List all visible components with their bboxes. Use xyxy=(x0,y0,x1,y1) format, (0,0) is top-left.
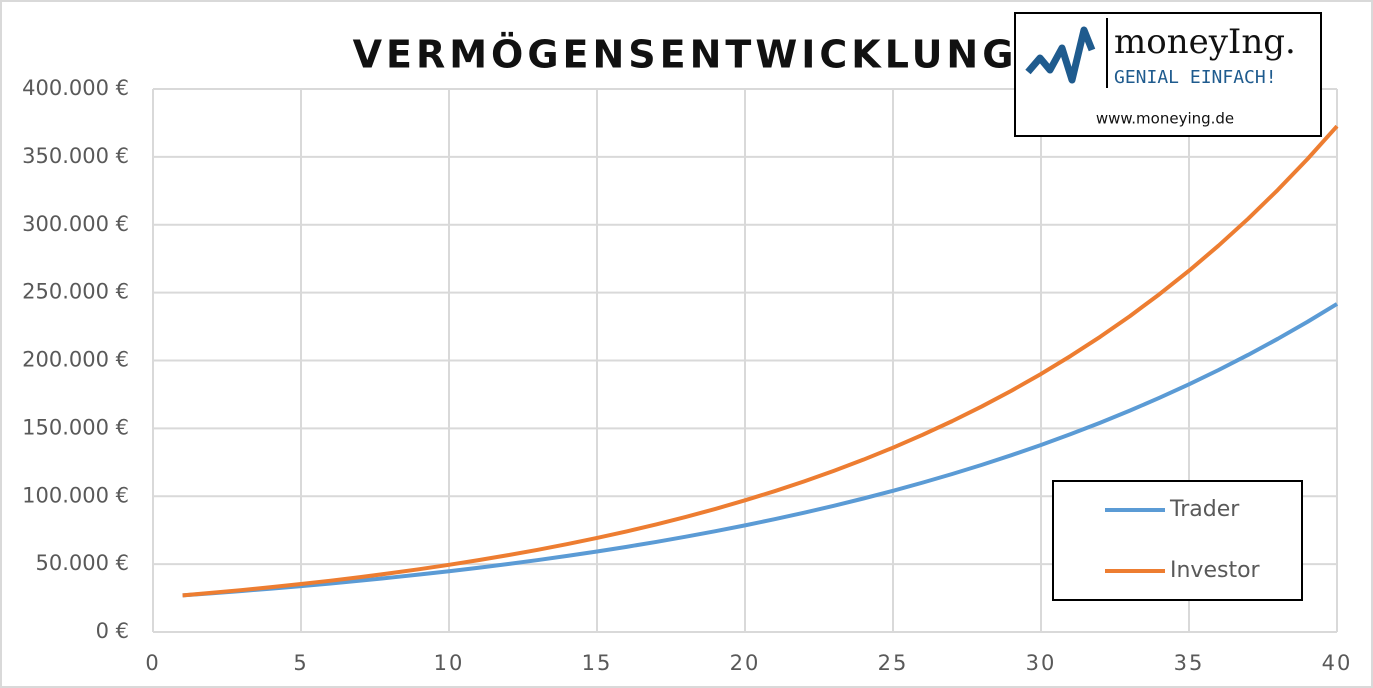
x-tick-label: 20 xyxy=(730,651,761,675)
logo-name: moneyIng. xyxy=(1114,22,1296,62)
y-tick-label: 250.000 € xyxy=(22,280,129,304)
y-tick-label: 150.000 € xyxy=(22,415,129,439)
y-tick-label: 400.000 € xyxy=(22,76,129,100)
line-series xyxy=(182,124,1339,598)
logo: moneyIng. GENIAL EINFACH! www.moneying.d… xyxy=(1014,12,1322,137)
x-tick-label: 35 xyxy=(1174,651,1205,675)
y-tick-label: 50.000 € xyxy=(35,551,129,575)
legend: Trader Investor xyxy=(1052,480,1303,601)
y-tick-label: 100.000 € xyxy=(22,483,129,507)
y-tick-label: 300.000 € xyxy=(22,212,129,236)
grid xyxy=(152,88,1338,633)
lines xyxy=(182,124,1339,598)
logo-box xyxy=(1014,12,1322,137)
x-tick-label: 30 xyxy=(1026,651,1057,675)
x-tick-label: 0 xyxy=(145,651,160,675)
line-series xyxy=(182,302,1339,598)
x-tick-label: 10 xyxy=(434,651,465,675)
y-tick-label: 0 € xyxy=(96,619,129,643)
chart-title: VERMÖGENSENTWICKLUNG xyxy=(353,33,1018,77)
y-tick-label: 350.000 € xyxy=(22,144,129,168)
legend-box xyxy=(1052,480,1303,601)
y-tick-label: 200.000 € xyxy=(22,348,129,372)
legend-label: Trader xyxy=(1169,497,1240,522)
x-tick-label: 40 xyxy=(1322,651,1353,675)
x-tick-label: 5 xyxy=(293,651,308,675)
x-tick-label: 25 xyxy=(878,651,909,675)
logo-icon xyxy=(1025,26,1096,84)
x-tick-label: 15 xyxy=(582,651,613,675)
logo-tagline: GENIAL EINFACH! xyxy=(1114,67,1277,88)
legend-label: Investor xyxy=(1170,558,1261,583)
logo-url: www.moneying.de xyxy=(1096,110,1234,128)
